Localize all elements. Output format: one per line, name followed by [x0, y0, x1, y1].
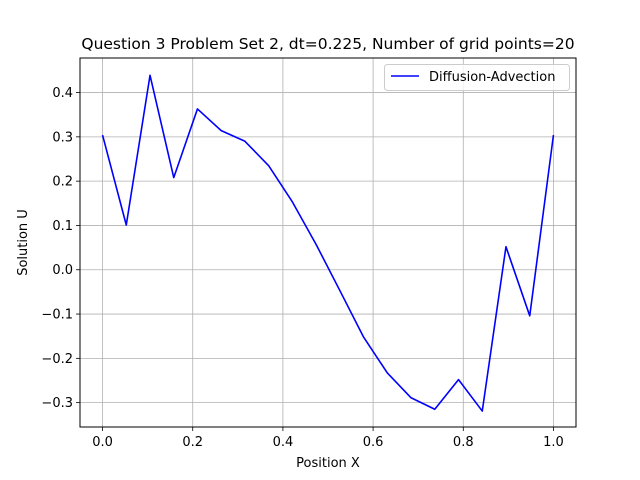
y-tick-label: −0.1 [41, 308, 73, 323]
y-tick-label: 0.0 [52, 263, 73, 278]
y-tick-label: −0.3 [41, 396, 73, 411]
chart-title: Question 3 Problem Set 2, dt=0.225, Numb… [81, 35, 574, 53]
x-tick-label: 0.0 [92, 435, 113, 450]
series-layer [101, 74, 555, 412]
series-line [101, 74, 555, 412]
x-tick-label: 0.6 [363, 435, 384, 450]
plot-frame [79, 57, 577, 428]
y-tick-label: 0.2 [52, 175, 73, 190]
y-tick-label: 0.3 [52, 130, 73, 145]
x-tick-label: 0.2 [182, 435, 203, 450]
x-tick-label: 1.0 [543, 435, 564, 450]
x-tick-label: 0.4 [273, 435, 294, 450]
legend-label: Diffusion-Advection [429, 70, 555, 85]
y-axis: −0.3 −0.2 −0.1 0.0 0.1 0.2 0.3 0.4 [41, 86, 80, 411]
y-tick-label: −0.2 [41, 352, 73, 367]
y-tick-label: 0.4 [52, 86, 73, 101]
legend: Diffusion-Advection [384, 64, 570, 91]
grid [80, 58, 576, 427]
x-axis-label: Position X [296, 456, 360, 471]
y-axis-label: Solution U [16, 209, 31, 276]
x-axis: 0.0 0.2 0.4 0.6 0.8 1.0 [92, 427, 564, 450]
y-tick-label: 0.1 [52, 219, 73, 234]
x-tick-label: 0.8 [453, 435, 474, 450]
legend-box [384, 64, 570, 91]
